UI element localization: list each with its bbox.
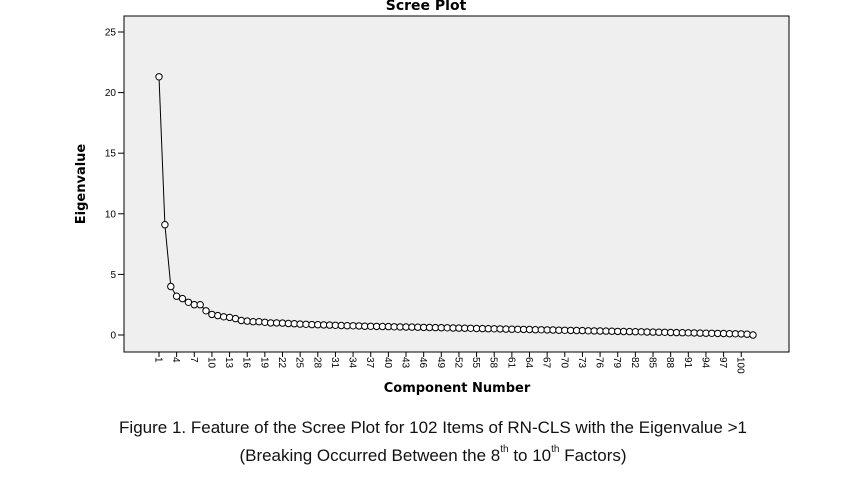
x-tick-label: 76: [594, 357, 605, 369]
data-point: [178, 294, 187, 303]
data-point: [743, 330, 751, 338]
data-point: [155, 73, 163, 81]
x-tick-label: 43: [400, 357, 411, 369]
x-tick-label: 22: [276, 357, 287, 369]
data-point: [243, 317, 251, 325]
data-point: [225, 313, 234, 322]
data-points: [155, 73, 757, 339]
x-tick-label: 82: [629, 357, 640, 369]
data-point: [196, 301, 204, 309]
x-tick-label: 67: [541, 357, 552, 369]
x-axis-label: Component Number: [384, 381, 531, 396]
y-tick-label: 25: [105, 28, 117, 39]
y-tick-label: 20: [105, 88, 117, 99]
data-point: [208, 310, 216, 319]
x-tick-label: 10: [205, 357, 216, 369]
x-tick-label: 19: [258, 357, 269, 369]
caption-text-part3: Factors): [559, 446, 627, 465]
x-tick-label: 1: [153, 357, 164, 363]
x-tick-label: 100: [735, 357, 746, 374]
x-tick-label: 25: [294, 357, 305, 369]
x-tick-label: 97: [717, 357, 728, 369]
x-tick-label: 94: [699, 357, 710, 369]
x-tick-label: 79: [611, 357, 622, 369]
data-point: [220, 313, 228, 321]
x-tick-label: 58: [488, 357, 499, 369]
x-tick-label: 37: [364, 357, 375, 369]
caption-superscript-1: th: [500, 444, 509, 456]
x-tick-label: 73: [576, 357, 587, 369]
x-tick-label: 49: [435, 357, 446, 369]
x-tick-label: 88: [664, 357, 675, 369]
figure-caption-line2: (Breaking Occurred Between the 8th to 10…: [0, 444, 866, 466]
data-point: [255, 318, 263, 326]
data-point: [167, 282, 175, 291]
x-axis-ticks: 1 4 7 10 13 16 19 22 25 28 31 34 37 40 43 46 49 52 55 58 61 6…: [153, 352, 746, 374]
x-tick-label: 16: [241, 357, 252, 369]
plot-area: [123, 15, 790, 353]
caption-superscript-2: th: [551, 444, 560, 456]
y-tick-label: 10: [105, 209, 117, 220]
x-tick-label: 61: [505, 357, 516, 369]
x-tick-label: 55: [470, 357, 481, 369]
data-point: [214, 311, 222, 320]
caption-text-part1: (Breaking Occurred Between the 8: [239, 446, 501, 465]
y-axis-label: Eigenvalue: [74, 144, 89, 225]
x-tick-label: 31: [329, 357, 340, 369]
scree-plot-chart: Scree Plot Eigenvalue Component Number 0…: [74, 0, 790, 396]
x-tick-label: 85: [647, 357, 658, 369]
x-tick-label: 13: [223, 357, 234, 369]
x-tick-label: 91: [682, 357, 693, 369]
y-tick-label: 5: [110, 270, 116, 281]
caption-text-part2: to 10: [508, 446, 552, 465]
x-tick-label: 4: [170, 357, 181, 363]
data-point: [237, 316, 246, 325]
x-tick-label: 70: [558, 357, 569, 369]
y-tick-label: 0: [110, 331, 116, 342]
x-tick-label: 28: [311, 357, 322, 369]
x-tick-label: 52: [452, 357, 463, 369]
data-point: [161, 221, 169, 229]
x-tick-label: 64: [523, 357, 534, 369]
data-point: [749, 331, 757, 339]
chart-title: Scree Plot: [386, 0, 467, 14]
figure-caption-line1: Figure 1. Feature of the Scree Plot for …: [119, 418, 747, 437]
x-tick-label: 34: [347, 357, 358, 369]
x-tick-label: 40: [382, 357, 393, 369]
data-point: [202, 307, 210, 315]
x-tick-label: 46: [417, 357, 428, 369]
y-tick-label: 15: [105, 149, 117, 160]
x-tick-label: 7: [188, 357, 199, 363]
y-axis-ticks: 0 5 10 15 20 25: [105, 28, 124, 342]
